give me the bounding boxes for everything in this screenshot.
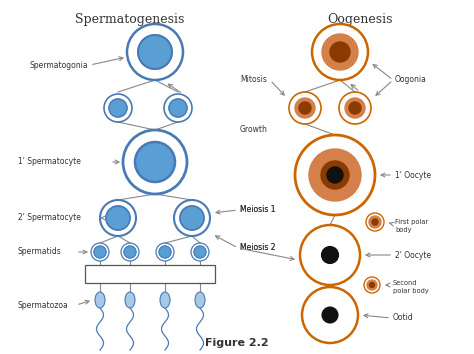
Circle shape xyxy=(299,102,311,114)
Circle shape xyxy=(164,94,192,122)
Circle shape xyxy=(156,243,174,261)
Ellipse shape xyxy=(160,292,170,308)
Text: Spermatogenesis: Spermatogenesis xyxy=(75,13,185,26)
Circle shape xyxy=(289,92,321,124)
Circle shape xyxy=(169,99,187,117)
Circle shape xyxy=(369,216,381,228)
Text: Second: Second xyxy=(393,280,418,286)
Circle shape xyxy=(321,161,349,189)
Circle shape xyxy=(364,277,380,293)
Circle shape xyxy=(123,130,187,194)
Circle shape xyxy=(194,246,206,258)
Circle shape xyxy=(370,282,374,287)
Circle shape xyxy=(106,206,130,230)
Circle shape xyxy=(295,135,375,215)
Text: Meiosis 1: Meiosis 1 xyxy=(240,206,275,215)
Text: Figure 2.2: Figure 2.2 xyxy=(205,338,269,348)
Text: Oogonia: Oogonia xyxy=(395,75,427,85)
Circle shape xyxy=(312,24,368,80)
Circle shape xyxy=(302,287,358,343)
Circle shape xyxy=(191,243,209,261)
Ellipse shape xyxy=(95,292,105,308)
Circle shape xyxy=(121,243,139,261)
Circle shape xyxy=(295,98,315,118)
Circle shape xyxy=(330,42,350,62)
Text: First polar: First polar xyxy=(395,219,428,225)
Text: 1' Spermatocyte: 1' Spermatocyte xyxy=(18,158,81,166)
Circle shape xyxy=(300,225,360,285)
Text: Meiosis 1: Meiosis 1 xyxy=(240,206,275,215)
Bar xyxy=(85,265,215,283)
Text: Spermatozoa: Spermatozoa xyxy=(18,301,69,309)
Circle shape xyxy=(124,246,136,258)
Ellipse shape xyxy=(195,292,205,308)
Text: Spermiogenesis: Spermiogenesis xyxy=(117,269,183,279)
Circle shape xyxy=(109,99,127,117)
Circle shape xyxy=(135,142,175,182)
Circle shape xyxy=(339,92,371,124)
Text: Spermatogonia: Spermatogonia xyxy=(30,61,89,69)
Text: Ootid: Ootid xyxy=(393,314,414,322)
Circle shape xyxy=(322,34,358,70)
Circle shape xyxy=(345,98,365,118)
Text: Mitosis: Mitosis xyxy=(240,75,267,85)
Text: polar body: polar body xyxy=(393,288,429,294)
Ellipse shape xyxy=(125,292,135,308)
Circle shape xyxy=(104,94,132,122)
Text: Meiosis 2: Meiosis 2 xyxy=(240,244,275,252)
Text: body: body xyxy=(395,227,411,233)
Text: Meiosis 2: Meiosis 2 xyxy=(240,244,275,252)
Text: Oogenesis: Oogenesis xyxy=(327,13,393,26)
Circle shape xyxy=(94,246,106,258)
Circle shape xyxy=(327,167,343,183)
Circle shape xyxy=(366,213,384,231)
Circle shape xyxy=(372,219,378,225)
Circle shape xyxy=(180,206,204,230)
Text: 1' Oocyte: 1' Oocyte xyxy=(395,171,431,179)
Circle shape xyxy=(127,24,183,80)
Text: Growth: Growth xyxy=(240,126,268,135)
Circle shape xyxy=(367,280,377,290)
Circle shape xyxy=(174,200,210,236)
Text: 2' Spermatocyte: 2' Spermatocyte xyxy=(18,213,81,223)
Circle shape xyxy=(349,102,361,114)
Circle shape xyxy=(309,149,361,201)
Circle shape xyxy=(100,200,136,236)
Circle shape xyxy=(159,246,171,258)
Circle shape xyxy=(91,243,109,261)
Text: 2' Oocyte: 2' Oocyte xyxy=(395,251,431,259)
Circle shape xyxy=(322,307,338,323)
Circle shape xyxy=(138,35,172,69)
Circle shape xyxy=(321,247,338,263)
Text: Spermatids: Spermatids xyxy=(18,247,62,257)
